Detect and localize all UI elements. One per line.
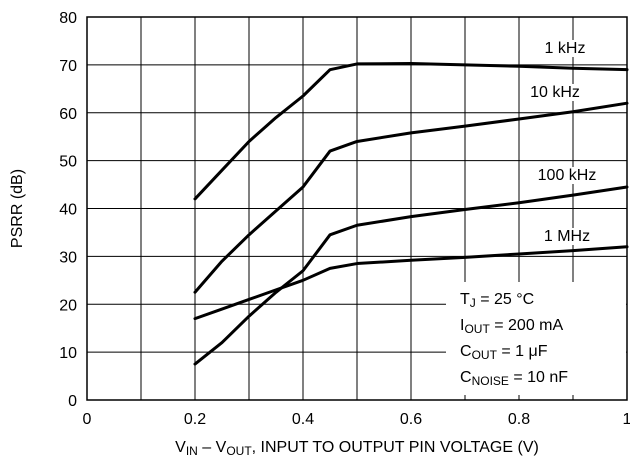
series-label-bg: [541, 40, 589, 57]
x-tick-label: 0: [83, 411, 92, 428]
series-line: [193, 185, 629, 366]
plot-frame: [86, 16, 628, 401]
text-part: = 1 μF: [497, 343, 548, 360]
text-part: V: [175, 439, 186, 456]
text-part: OUT: [472, 348, 498, 362]
x-tick-label: 0.6: [400, 411, 422, 428]
y-tick-label: 40: [59, 202, 77, 219]
text-part: – V: [198, 439, 227, 456]
text-part: J: [470, 296, 476, 310]
x-tick-label: 0.2: [184, 411, 206, 428]
text-part: T: [460, 291, 470, 308]
series-label-bg: [527, 84, 583, 101]
text-part: = 25 °C: [476, 291, 534, 308]
annotation: CNOISE = 10 nF: [460, 369, 568, 388]
y-tick-label: 60: [59, 106, 77, 123]
text-part: OUT: [226, 444, 252, 458]
series-line: [193, 101, 629, 294]
series-label-bg: [540, 228, 594, 245]
series-line: [193, 245, 629, 321]
series-label-bg: [534, 167, 600, 184]
text-part: C: [460, 343, 472, 360]
series-label: 1 kHz: [545, 40, 586, 57]
text-part: OUT: [464, 322, 490, 336]
series-label: 10 kHz: [530, 84, 580, 101]
series-label: 100 kHz: [538, 167, 597, 184]
annotation: TJ = 25 °C: [460, 291, 534, 310]
annotation: IOUT = 200 mA: [460, 317, 564, 336]
x-tick-label: 1: [623, 411, 630, 428]
text-part: , INPUT TO OUTPUT PIN VOLTAGE (V): [252, 439, 539, 456]
series-line: [193, 61, 629, 201]
y-tick-label: 0: [68, 393, 77, 410]
y-tick-label: 50: [59, 154, 77, 171]
annotation: COUT = 1 μF: [460, 343, 548, 362]
y-tick-label: 20: [59, 297, 77, 314]
text-part: C: [460, 369, 472, 386]
x-axis-label: VIN – VOUT, INPUT TO OUTPUT PIN VOLTAGE …: [175, 439, 539, 458]
text-part: NOISE: [472, 374, 509, 388]
annotation-box: [446, 282, 626, 395]
y-tick-label: 30: [59, 249, 77, 266]
text-part: = 10 nF: [509, 369, 568, 386]
series-label: 1 MHz: [544, 228, 590, 245]
text-part: I: [460, 317, 464, 334]
x-tick-label: 0.8: [508, 411, 530, 428]
y-tick-label: 70: [59, 58, 77, 75]
y-tick-label: 80: [59, 10, 77, 27]
text-part: = 200 mA: [490, 317, 564, 334]
text-part: IN: [186, 444, 198, 458]
y-axis-label: PSRR (dB): [9, 169, 26, 248]
y-tick-label: 10: [59, 345, 77, 362]
x-tick-label: 0.4: [292, 411, 314, 428]
